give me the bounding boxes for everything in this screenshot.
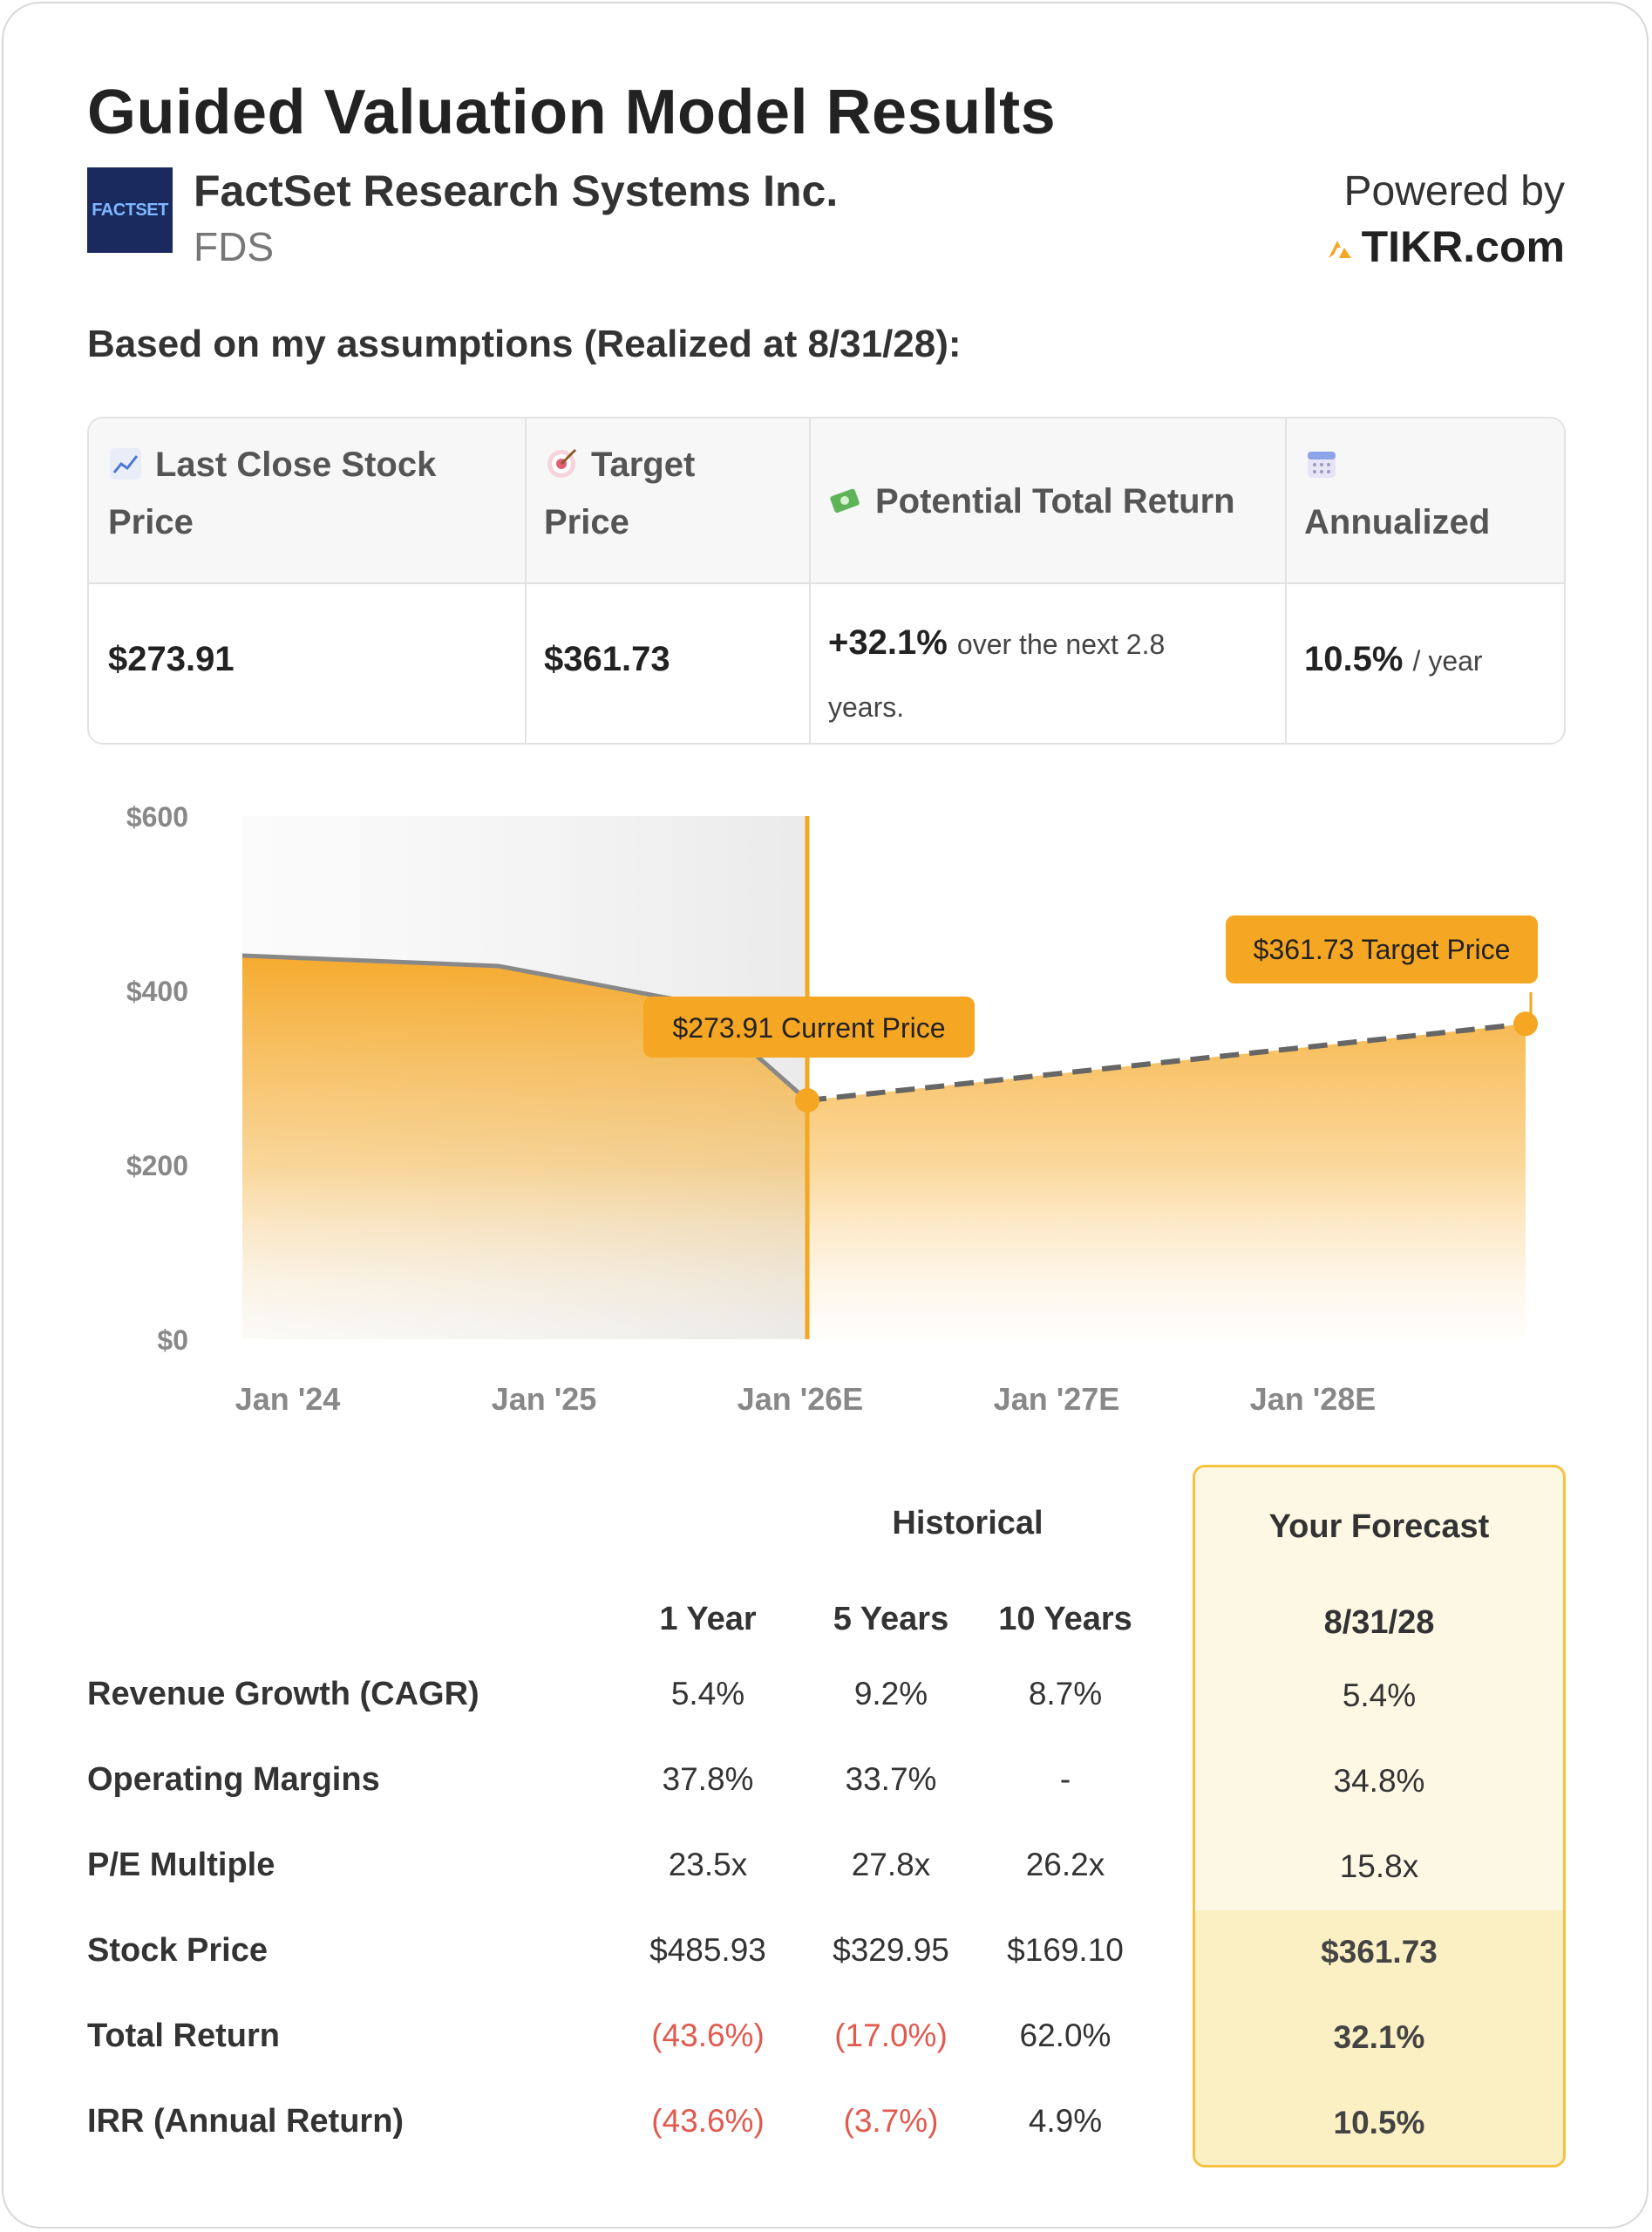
- y-tick-label: $600: [126, 801, 188, 833]
- money-icon: [830, 488, 860, 514]
- metric-cell: 33.7%: [845, 1761, 937, 1797]
- target-price-point: [1513, 1011, 1538, 1037]
- metric-cell: $329.95: [833, 1932, 949, 1968]
- target-price-callout: [1226, 915, 1538, 983]
- metric-cell: (43.6%): [651, 2018, 765, 2053]
- forecast-cell: 34.8%: [1333, 1763, 1425, 1799]
- forecast-cell: $361.73: [1321, 1934, 1438, 1970]
- metric-cell: $169.10: [1007, 1932, 1124, 1968]
- forecast-cell: 10.5%: [1333, 2105, 1425, 2140]
- company-name: FactSet Research Systems Inc.: [194, 167, 839, 215]
- metric-row-label: Stock Price: [87, 1932, 268, 1969]
- header-annualized-label: Annualized: [1304, 503, 1491, 541]
- column-divider: [525, 418, 527, 743]
- calendar-icon: [1308, 452, 1336, 478]
- forecast-price-line: [806, 1021, 1526, 1104]
- x-tick-label: Jan '27E: [994, 1381, 1120, 1417]
- summary-table: Last Close Stock Price Target Price Pote…: [87, 417, 1566, 745]
- total-return-percent: +32.1%: [828, 623, 948, 662]
- header-target: Target Price: [544, 436, 788, 551]
- metric-row-label: Total Return: [87, 2018, 280, 2054]
- metric-cell: $485.93: [649, 1932, 766, 1968]
- target-price-label: $361.73 Target Price: [1254, 934, 1511, 965]
- header-annualized: Annualized: [1304, 436, 1557, 551]
- total-return-suffix-2: years.: [828, 691, 905, 723]
- powered-by-label: Powered by: [1343, 168, 1565, 214]
- x-tick-label: Jan '26E: [738, 1381, 864, 1417]
- metric-cell: 9.2%: [853, 1676, 928, 1711]
- metric-row-label: IRR (Annual Return): [87, 2103, 405, 2140]
- column-5-years: 5 Years: [833, 1601, 949, 1637]
- company-logo-text: FACTSET: [92, 200, 168, 220]
- tikr-brand-text: TIKR.com: [1361, 222, 1565, 271]
- company-ticker: FDS: [194, 224, 274, 269]
- header-target-label: Target Price: [544, 446, 696, 541]
- metric-cell: (3.7%): [843, 2103, 939, 2139]
- page-title: Guided Valuation Model Results: [87, 78, 1057, 147]
- forecast-cell: 5.4%: [1342, 1677, 1417, 1713]
- chart-up-icon: [110, 448, 141, 480]
- metric-cell: (17.0%): [834, 2018, 948, 2053]
- metric-cell: 23.5x: [668, 1847, 748, 1882]
- metric-cell: 62.0%: [1019, 2018, 1112, 2053]
- forecast-cell: 15.8x: [1339, 1848, 1419, 1884]
- annualized-percent: 10.5%: [1304, 640, 1404, 678]
- x-tick-label: Jan '25: [492, 1381, 597, 1417]
- header-return-label: Potential Total Return: [875, 482, 1235, 521]
- header-return: Potential Total Return: [828, 473, 1281, 530]
- current-price-callout: [643, 997, 975, 1058]
- forecast-highlight: [1195, 1910, 1563, 2165]
- header-last-close-label: Last Close Stock Price: [108, 446, 437, 541]
- forecast-date: 8/31/28: [1323, 1604, 1435, 1641]
- target-icon: [547, 448, 577, 478]
- metric-cell: 27.8x: [851, 1847, 931, 1882]
- current-price-label: $273.91 Current Price: [672, 1012, 945, 1044]
- total-return-suffix-1: over the next 2.8: [956, 629, 1166, 660]
- y-tick-label: $400: [126, 976, 188, 1007]
- price-area-fill: [242, 956, 1526, 1339]
- tikr-logo-icon: [1328, 241, 1351, 258]
- column-divider: [1285, 418, 1287, 743]
- metric-cell: 26.2x: [1025, 1847, 1105, 1882]
- annualized-suffix: / year: [1412, 645, 1483, 677]
- metric-row-label: P/E Multiple: [87, 1847, 275, 1883]
- summary-header-row: [89, 418, 1564, 584]
- header-last-close: Last Close Stock Price: [108, 436, 518, 551]
- historical-header: Historical: [892, 1505, 1044, 1541]
- y-tick-label: $0: [157, 1324, 188, 1356]
- x-tick-label: Jan '24: [235, 1381, 341, 1417]
- annualized-value: 10.5% / year: [1304, 640, 1483, 679]
- forecast-column: [1193, 1465, 1566, 2167]
- y-tick-label: $200: [126, 1150, 188, 1181]
- column-divider: [809, 418, 811, 743]
- target-price-value: $361.73: [544, 640, 670, 678]
- x-tick-label: Jan '28E: [1250, 1381, 1377, 1417]
- current-price-point: [795, 1088, 819, 1113]
- metric-cell: 37.8%: [662, 1761, 754, 1797]
- total-return-value: +32.1% over the next 2.8 years.: [828, 612, 1273, 738]
- forecast-header: Your Forecast: [1268, 1508, 1490, 1545]
- assumptions-heading: Based on my assumptions (Realized at 8/3…: [87, 323, 962, 365]
- metric-cell: 4.9%: [1028, 2103, 1103, 2139]
- metric-row-label: Revenue Growth (CAGR): [87, 1676, 479, 1712]
- metric-cell: 8.7%: [1028, 1676, 1103, 1711]
- metrics-table: Historical Your Forecast 1 Year 5 Years …: [87, 1465, 1569, 2180]
- last-close-value: $273.91: [108, 640, 235, 678]
- metric-cell: 5.4%: [670, 1676, 745, 1711]
- metric-cell: (43.6%): [651, 2103, 765, 2139]
- company-logo: FACTSET: [87, 167, 173, 253]
- tikr-brand-link[interactable]: TIKR.com: [1325, 221, 1565, 272]
- forecast-cell: 32.1%: [1333, 2019, 1425, 2055]
- metric-row-label: Operating Margins: [87, 1761, 380, 1798]
- metric-cell: -: [1059, 1761, 1071, 1797]
- column-10-years: 10 Years: [998, 1601, 1132, 1637]
- price-chart: $600 $400 $200 $0 $273.91 Current Price $361.…: [126, 801, 1538, 1417]
- column-1-year: 1 Year: [659, 1601, 757, 1637]
